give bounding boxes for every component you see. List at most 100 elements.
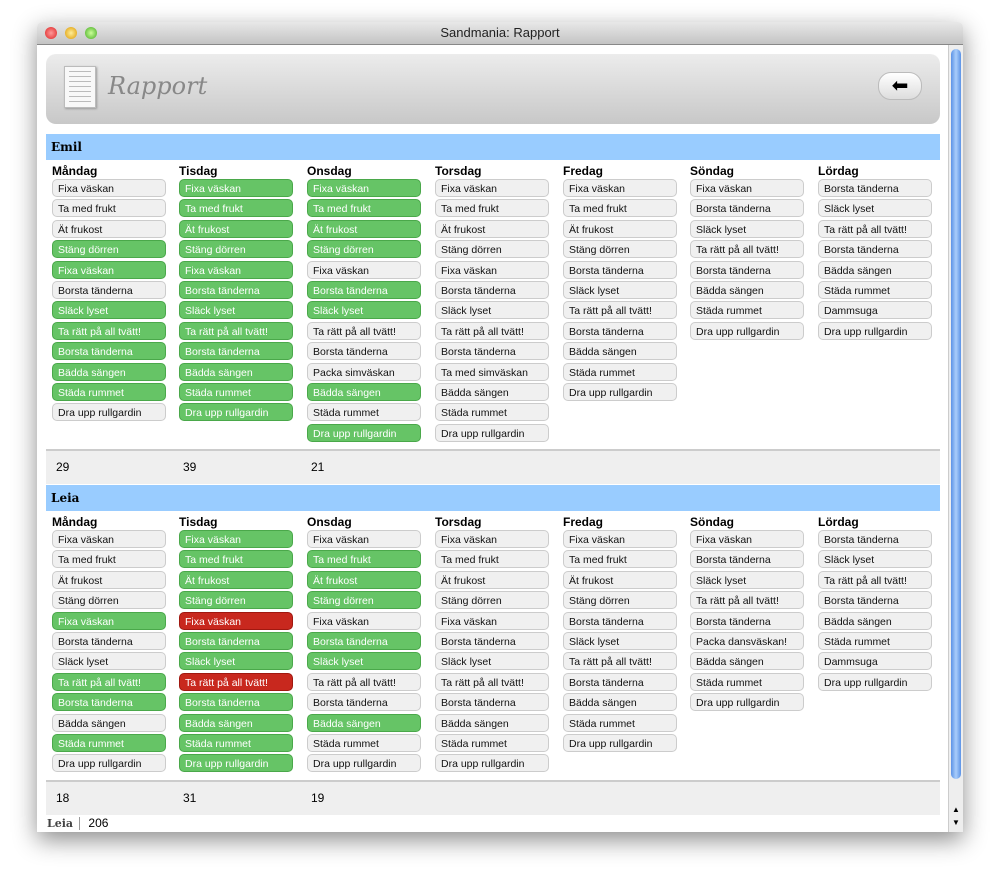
task-item[interactable]: Borsta tänderna bbox=[52, 342, 166, 361]
task-item[interactable]: Släck lyset bbox=[179, 301, 293, 320]
task-item[interactable]: Bädda sängen bbox=[307, 713, 421, 732]
minimize-button[interactable] bbox=[65, 27, 77, 39]
task-item[interactable]: Dra upp rullgardin bbox=[690, 321, 804, 340]
task-item[interactable]: Dammsuga bbox=[818, 652, 932, 671]
task-item[interactable]: Bädda sängen bbox=[818, 611, 932, 630]
task-item[interactable]: Städa rummet bbox=[690, 672, 804, 691]
task-item[interactable]: Städa rummet bbox=[52, 382, 166, 401]
task-item[interactable]: Borsta tänderna bbox=[307, 280, 421, 299]
task-item[interactable]: Ta rätt på all tvätt! bbox=[52, 321, 166, 340]
task-item[interactable]: Ät frukost bbox=[52, 570, 166, 589]
task-item[interactable]: Borsta tänderna bbox=[818, 591, 932, 610]
scroll-down-arrow-icon[interactable]: ▼ bbox=[952, 818, 960, 827]
task-item[interactable]: Ta med frukt bbox=[435, 550, 549, 569]
task-item[interactable]: Städa rummet bbox=[690, 301, 804, 320]
task-item[interactable]: Fixa väskan bbox=[179, 260, 293, 279]
task-item[interactable]: Stäng dörren bbox=[307, 240, 421, 259]
task-item[interactable]: Ta med frukt bbox=[52, 550, 166, 569]
task-item[interactable]: Borsta tänderna bbox=[52, 693, 166, 712]
task-item[interactable]: Fixa väskan bbox=[690, 179, 804, 197]
task-item[interactable]: Fixa väskan bbox=[52, 611, 166, 630]
task-item[interactable]: Städa rummet bbox=[307, 403, 421, 422]
task-item[interactable]: Stäng dörren bbox=[563, 240, 677, 259]
task-item[interactable]: Dra upp rullgardin bbox=[307, 754, 421, 773]
close-button[interactable] bbox=[45, 27, 57, 39]
task-item[interactable]: Borsta tänderna bbox=[563, 260, 677, 279]
task-item[interactable]: Bädda sängen bbox=[435, 382, 549, 401]
task-item[interactable]: Bädda sängen bbox=[563, 342, 677, 361]
task-item[interactable]: Borsta tänderna bbox=[52, 280, 166, 299]
task-item[interactable]: Packa simväskan bbox=[307, 362, 421, 381]
task-item[interactable]: Ät frukost bbox=[563, 570, 677, 589]
task-item[interactable]: Ät frukost bbox=[179, 570, 293, 589]
task-item[interactable]: Borsta tänderna bbox=[435, 280, 549, 299]
task-item[interactable]: Dra upp rullgardin bbox=[818, 672, 932, 691]
task-item[interactable]: Släck lyset bbox=[563, 631, 677, 650]
task-item[interactable]: Stäng dörren bbox=[307, 591, 421, 610]
task-item[interactable]: Stäng dörren bbox=[435, 240, 549, 259]
task-item[interactable]: Fixa väskan bbox=[690, 530, 804, 548]
task-item[interactable]: Ta med simväskan bbox=[435, 362, 549, 381]
task-item[interactable]: Ta rätt på all tvätt! bbox=[52, 672, 166, 691]
task-item[interactable]: Stäng dörren bbox=[52, 591, 166, 610]
task-item[interactable]: Städa rummet bbox=[52, 733, 166, 752]
task-item[interactable]: Borsta tänderna bbox=[690, 199, 804, 218]
task-item[interactable]: Bädda sängen bbox=[179, 362, 293, 381]
task-item[interactable]: Släck lyset bbox=[52, 301, 166, 320]
task-item[interactable]: Fixa väskan bbox=[52, 260, 166, 279]
task-item[interactable]: Släck lyset bbox=[52, 652, 166, 671]
task-item[interactable]: Släck lyset bbox=[563, 280, 677, 299]
task-item[interactable]: Ta rätt på all tvätt! bbox=[307, 672, 421, 691]
task-item[interactable]: Borsta tänderna bbox=[307, 631, 421, 650]
task-item[interactable]: Städa rummet bbox=[563, 362, 677, 381]
task-item[interactable]: Borsta tänderna bbox=[179, 631, 293, 650]
task-item[interactable]: Borsta tänderna bbox=[818, 179, 932, 197]
task-item[interactable]: Släck lyset bbox=[690, 570, 804, 589]
task-item[interactable]: Ta rätt på all tvätt! bbox=[435, 321, 549, 340]
task-item[interactable]: Dra upp rullgardin bbox=[435, 754, 549, 773]
task-item[interactable]: Städa rummet bbox=[307, 733, 421, 752]
task-item[interactable]: Bädda sängen bbox=[52, 713, 166, 732]
task-item[interactable]: Stäng dörren bbox=[435, 591, 549, 610]
zoom-button[interactable] bbox=[85, 27, 97, 39]
task-item[interactable]: Ta rätt på all tvätt! bbox=[179, 321, 293, 340]
task-item[interactable]: Fixa väskan bbox=[435, 260, 549, 279]
task-item[interactable]: Borsta tänderna bbox=[435, 631, 549, 650]
task-item[interactable]: Ät frukost bbox=[307, 570, 421, 589]
task-item[interactable]: Ta rätt på all tvätt! bbox=[818, 219, 932, 238]
task-item[interactable]: Bädda sängen bbox=[690, 652, 804, 671]
task-item[interactable]: Fixa väskan bbox=[52, 530, 166, 548]
task-item[interactable]: Bädda sängen bbox=[563, 693, 677, 712]
task-item[interactable]: Dra upp rullgardin bbox=[52, 403, 166, 422]
scrollbar-thumb[interactable] bbox=[951, 49, 961, 779]
task-item[interactable]: Ät frukost bbox=[307, 219, 421, 238]
task-item[interactable]: Ta med frukt bbox=[563, 550, 677, 569]
task-item[interactable]: Ta rätt på all tvätt! bbox=[179, 672, 293, 691]
task-item[interactable]: Borsta tänderna bbox=[818, 530, 932, 548]
task-item[interactable]: Dammsuga bbox=[818, 301, 932, 320]
task-item[interactable]: Bädda sängen bbox=[818, 260, 932, 279]
task-item[interactable]: Ta med frukt bbox=[435, 199, 549, 218]
task-item[interactable]: Borsta tänderna bbox=[690, 611, 804, 630]
task-item[interactable]: Borsta tänderna bbox=[52, 631, 166, 650]
task-item[interactable]: Städa rummet bbox=[435, 733, 549, 752]
task-item[interactable]: Fixa väskan bbox=[563, 179, 677, 197]
task-item[interactable]: Dra upp rullgardin bbox=[179, 403, 293, 422]
task-item[interactable]: Ta med frukt bbox=[307, 199, 421, 218]
task-item[interactable]: Ät frukost bbox=[563, 219, 677, 238]
task-item[interactable]: Ta med frukt bbox=[52, 199, 166, 218]
task-item[interactable]: Ta rätt på all tvätt! bbox=[435, 672, 549, 691]
task-item[interactable]: Dra upp rullgardin bbox=[52, 754, 166, 773]
task-item[interactable]: Dra upp rullgardin bbox=[179, 754, 293, 773]
task-item[interactable]: Dra upp rullgardin bbox=[435, 423, 549, 442]
task-item[interactable]: Städa rummet bbox=[563, 713, 677, 732]
task-item[interactable]: Borsta tänderna bbox=[179, 693, 293, 712]
task-item[interactable]: Städa rummet bbox=[435, 403, 549, 422]
task-item[interactable]: Städa rummet bbox=[179, 382, 293, 401]
task-item[interactable]: Borsta tänderna bbox=[307, 693, 421, 712]
task-item[interactable]: Släck lyset bbox=[818, 550, 932, 569]
task-item[interactable]: Ta rätt på all tvätt! bbox=[307, 321, 421, 340]
task-item[interactable]: Dra upp rullgardin bbox=[563, 733, 677, 752]
task-item[interactable]: Ta med frukt bbox=[307, 550, 421, 569]
task-item[interactable]: Borsta tänderna bbox=[179, 342, 293, 361]
